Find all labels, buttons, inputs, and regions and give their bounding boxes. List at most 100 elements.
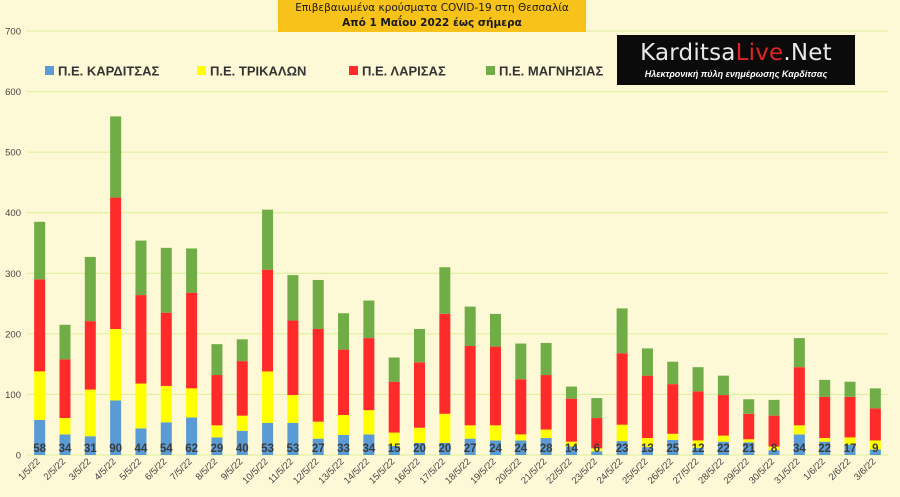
data-label: 28 [540,443,553,455]
data-label: 29 [211,443,224,455]
x-tick-label: 1/6/22 [801,456,827,482]
bar-segment [565,398,577,442]
bar-segment [236,339,248,362]
bar-segment [439,267,451,314]
bar-segment [338,349,350,416]
bar-segment [692,367,704,392]
bar-segment [540,342,552,376]
bar-segment [287,275,299,321]
bar-segment [616,424,628,442]
bar-segment [489,440,501,455]
bar-segment [819,438,831,442]
data-label: 62 [185,443,198,455]
bar-segment [186,248,198,293]
bar-segment [287,422,299,455]
x-tick-label: 3/6/22 [852,456,878,482]
bar-segment [262,422,274,455]
bar-segment [414,362,426,428]
bar-segment [312,421,324,439]
bar-segment [388,445,400,455]
bar-segment [338,435,350,455]
x-tick-label: 18/5/22 [443,456,473,486]
legend-swatch [45,66,54,75]
bar-segment [692,391,704,441]
bar-segment [160,385,172,423]
bar-segment [262,269,274,372]
bar-segment [363,410,375,435]
data-label: 6 [594,443,600,455]
bar-segment [717,375,729,396]
x-tick-label: 14/5/22 [342,456,372,486]
bar-segment [515,343,527,380]
data-label: 13 [641,443,654,455]
y-tick-label: 100 [5,390,21,401]
bar-segment [388,357,400,382]
data-label: 20 [438,443,451,455]
bar-segment [540,429,552,439]
bar-segment [363,300,375,339]
bar-segment [84,436,96,455]
data-label: 20 [413,443,426,455]
bar-segment [338,313,350,350]
data-label: 58 [33,443,46,455]
data-label: 44 [135,443,148,455]
data-label: 15 [388,443,401,455]
bar-segment [312,438,324,455]
x-tick-label: 10/5/22 [240,456,270,486]
data-label: 24 [489,443,502,455]
bar-segment [793,425,805,435]
bar-segment [591,451,603,455]
data-label: 17 [844,443,857,455]
bar-segment [565,441,577,447]
bar-segment [363,434,375,455]
x-tick-label: 25/5/22 [620,456,650,486]
bar-segment [464,345,476,426]
bar-segment [717,395,729,436]
bar-segment [211,437,223,455]
x-tick-label: 27/5/22 [671,456,701,486]
bar-segment [515,440,527,455]
data-label: 34 [793,443,806,455]
bar-segment [186,388,198,418]
bar-segment [844,444,856,455]
bar-segment [236,430,248,455]
data-label: 27 [312,443,325,455]
x-tick-label: 29/5/22 [722,456,752,486]
bar-segment [34,279,46,372]
karditsalive-logo: KarditsaLive.Net Ηλεκτρονική πύλη ενημέρ… [617,35,855,85]
bar-segment [743,442,755,455]
bar-segment [312,279,324,330]
legend-label: Π.Ε. ΤΡΙΚΑΛΩΝ [210,64,306,79]
bar-segment [287,395,299,423]
data-label: 25 [666,443,679,455]
bar-segment [414,442,426,455]
data-label: 31 [84,443,97,455]
bar-segment [211,344,223,376]
legend-swatch [349,66,358,75]
bar-segment [667,433,679,440]
bar-segment [616,353,628,425]
data-label: 34 [59,443,72,455]
bar-segment [160,312,172,386]
bar-segment [262,209,274,270]
data-label: 54 [160,443,173,455]
bar-segment [869,440,881,450]
bar-segment [262,371,274,423]
legend-swatch [486,66,495,75]
bar-segment [667,361,679,385]
bar-segment [338,415,350,436]
bar-segment [34,371,46,420]
bar-segment [59,434,71,455]
x-tick-label: 19/5/22 [468,456,498,486]
x-tick-label: 2/6/22 [827,456,853,482]
bar-segment [692,440,704,448]
bar-segment [540,375,552,430]
bar-segment [515,434,527,441]
data-label: 53 [286,443,299,455]
bar-segment [667,439,679,455]
x-tick-label: 26/5/22 [646,456,676,486]
data-label: 34 [362,443,375,455]
data-label: 53 [261,443,274,455]
bar-segment [844,381,856,397]
